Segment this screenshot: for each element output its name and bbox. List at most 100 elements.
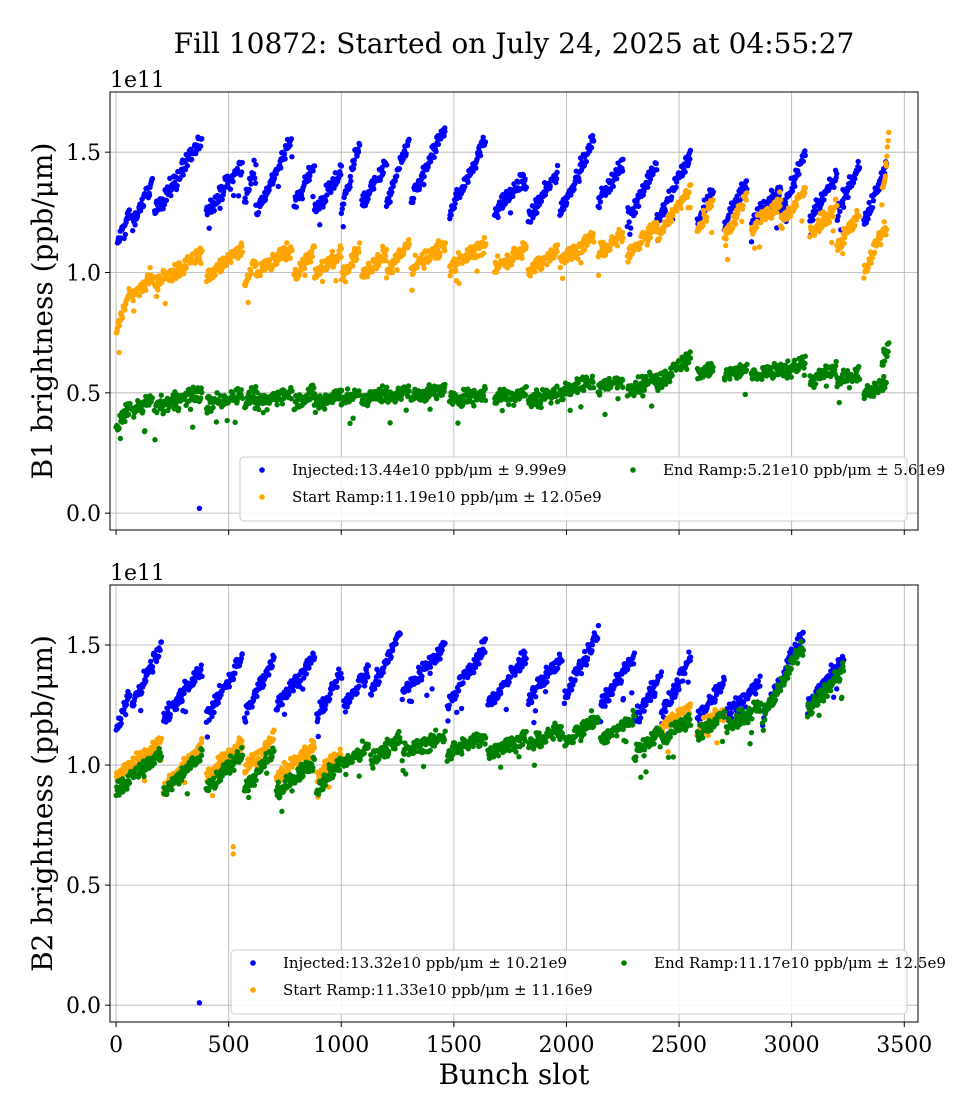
data-point <box>527 219 534 225</box>
data-point <box>869 204 876 211</box>
data-point <box>578 670 585 677</box>
data-point <box>211 207 217 214</box>
data-point <box>315 733 321 740</box>
series-end-ramp <box>113 340 892 443</box>
data-point <box>183 265 189 271</box>
data-point <box>682 169 688 175</box>
data-point <box>883 380 889 386</box>
data-point <box>248 181 254 187</box>
data-point <box>116 322 123 329</box>
data-point <box>626 219 632 225</box>
data-point <box>830 214 837 220</box>
data-point <box>347 173 354 180</box>
data-point <box>802 185 809 191</box>
data-point <box>595 622 602 629</box>
data-point <box>333 278 339 284</box>
data-point <box>306 177 312 183</box>
data-point <box>122 231 128 238</box>
y-tick-label: 1.5 <box>66 634 101 659</box>
data-point <box>146 192 153 198</box>
data-point <box>563 200 570 206</box>
data-point <box>119 315 126 321</box>
legend-marker <box>259 494 265 500</box>
data-point <box>686 649 692 655</box>
data-point <box>846 384 853 391</box>
data-point <box>774 209 780 216</box>
data-point <box>886 340 892 346</box>
data-point <box>534 210 540 216</box>
data-point <box>301 265 308 272</box>
data-point <box>355 149 362 155</box>
data-point <box>419 673 425 680</box>
data-point <box>446 702 452 708</box>
data-point <box>620 384 626 391</box>
data-point <box>678 205 684 211</box>
data-point <box>870 197 877 204</box>
data-point <box>406 388 412 394</box>
data-point <box>852 176 858 182</box>
data-point <box>350 263 356 269</box>
data-point <box>884 153 890 159</box>
data-point <box>559 658 565 664</box>
data-point <box>161 201 168 208</box>
data-point <box>261 682 267 688</box>
data-point <box>630 661 637 667</box>
data-point <box>841 235 848 241</box>
data-point <box>365 663 372 669</box>
data-point <box>544 679 550 685</box>
data-point <box>836 399 842 406</box>
data-point <box>668 218 675 224</box>
data-point <box>833 358 839 365</box>
data-point <box>619 229 626 236</box>
data-point <box>722 242 729 249</box>
data-point <box>168 192 174 199</box>
data-point <box>433 148 439 155</box>
data-point <box>199 389 205 396</box>
data-point <box>150 669 156 675</box>
data-point <box>311 163 318 169</box>
data-point <box>163 197 170 203</box>
data-point <box>590 138 597 144</box>
data-point <box>189 424 196 430</box>
data-point <box>215 199 222 205</box>
data-point <box>251 157 257 164</box>
data-point <box>499 407 506 414</box>
data-point <box>397 631 403 637</box>
data-point <box>424 692 430 699</box>
data-point <box>581 247 588 253</box>
data-point <box>138 707 144 714</box>
data-point <box>197 395 204 401</box>
data-point <box>740 202 746 209</box>
data-point <box>387 199 393 205</box>
data-point <box>257 272 263 279</box>
data-point <box>885 348 891 355</box>
data-point <box>685 679 691 685</box>
data-point <box>319 278 326 285</box>
data-point <box>437 250 443 256</box>
data-point <box>399 696 405 703</box>
data-point <box>619 168 626 174</box>
data-point <box>709 229 715 236</box>
data-point <box>594 635 601 642</box>
data-point <box>210 404 216 411</box>
data-point <box>429 686 435 692</box>
data-point <box>342 279 349 285</box>
data-point <box>226 684 233 690</box>
data-point <box>439 647 445 653</box>
data-point <box>306 665 312 671</box>
y-tick-label: 0.5 <box>66 874 101 899</box>
data-point <box>307 173 313 179</box>
data-point <box>757 683 763 689</box>
data-point <box>206 225 212 231</box>
data-point <box>627 231 633 238</box>
data-point <box>640 393 646 399</box>
data-point <box>204 734 211 740</box>
data-point <box>362 678 369 685</box>
data-point <box>137 208 144 214</box>
data-point <box>676 686 682 693</box>
data-point <box>832 196 839 202</box>
data-point <box>340 223 346 230</box>
data-point <box>130 297 136 304</box>
data-point <box>682 670 688 677</box>
data-point <box>452 200 458 207</box>
